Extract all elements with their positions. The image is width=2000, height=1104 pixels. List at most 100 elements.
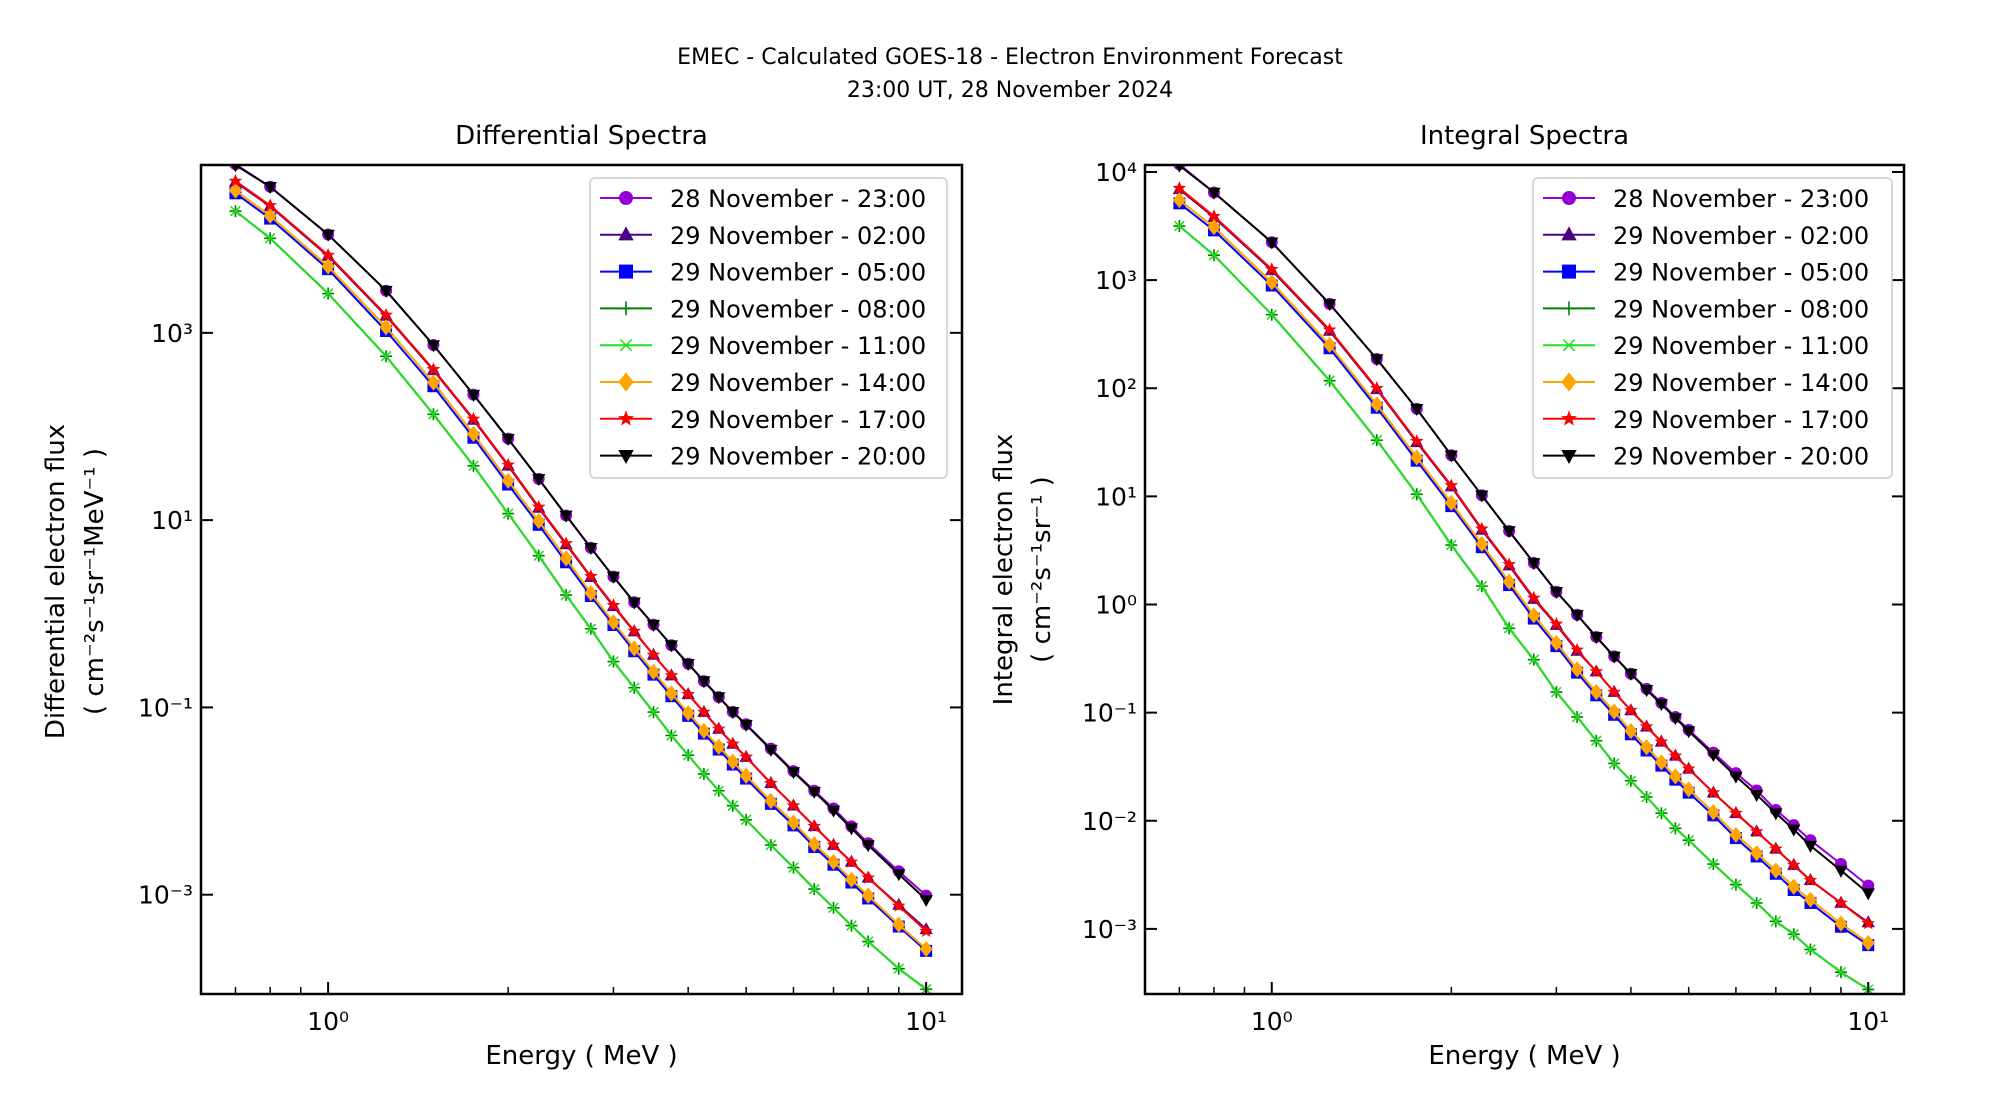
data-point [1749, 824, 1764, 838]
figure-title-line1: EMEC - Calculated GOES-18 - Electron Env… [677, 45, 1343, 70]
data-point [606, 598, 621, 612]
legend-item: 28 November - 23:00 [1543, 185, 1869, 213]
data-point [584, 542, 598, 555]
y-tick-label: 10³ [1095, 266, 1137, 295]
data-point [559, 536, 573, 550]
data-point [559, 550, 573, 567]
legend-diamond-icon [1561, 372, 1577, 392]
legend-diamond-icon [618, 372, 634, 392]
legend-item: 29 November - 14:00 [1543, 369, 1869, 397]
data-point [807, 786, 821, 799]
data-point [712, 738, 726, 755]
x-tick-label: 10¹ [1847, 1007, 1889, 1036]
data-point [697, 704, 711, 718]
data-point [501, 457, 515, 471]
data-point [1266, 309, 1278, 321]
data-point [1570, 609, 1584, 622]
legend-label: 29 November - 17:00 [1613, 406, 1869, 434]
data-point [739, 749, 753, 763]
data-point [1324, 375, 1335, 387]
y-tick-label: 10⁻³ [138, 881, 193, 910]
data-point [1589, 683, 1603, 701]
data-point [1805, 944, 1816, 955]
data-point [1410, 403, 1424, 416]
data-point [1527, 607, 1541, 624]
y-tick-label: 10⁻¹ [1082, 699, 1137, 728]
data-point [428, 408, 439, 420]
data-point [1668, 713, 1683, 726]
data-point [1502, 573, 1516, 590]
data-point [1682, 781, 1696, 798]
data-point [1639, 685, 1654, 698]
legend: 28 November - 23:00 29 November - 02:00 29… [589, 177, 948, 479]
data-point [1589, 664, 1604, 678]
legend-label: 29 November - 08:00 [1613, 295, 1869, 323]
data-point [1476, 580, 1488, 592]
data-point [1668, 748, 1683, 762]
data-point [664, 668, 679, 682]
data-point [844, 823, 859, 836]
y-axis-label: Differential electron flux [41, 424, 71, 739]
legend-item: 29 November - 14:00 [600, 369, 926, 397]
data-point [263, 207, 277, 224]
data-point [826, 837, 841, 851]
axes-frame [199, 163, 964, 996]
data-point [844, 854, 859, 868]
data-point [1769, 862, 1783, 879]
data-point [1550, 686, 1562, 698]
data-point [1729, 826, 1743, 843]
data-point [379, 307, 393, 321]
legend-label: 29 November - 05:00 [670, 259, 926, 287]
data-point [321, 258, 335, 275]
data-point [1834, 865, 1848, 878]
data-point [379, 319, 393, 336]
data-point [1607, 651, 1621, 664]
legend-plus-icon [1562, 301, 1576, 316]
y-tick-label: 10⁻² [1082, 807, 1137, 836]
data-point [1706, 785, 1721, 799]
data-point [726, 753, 740, 770]
data-point [501, 472, 515, 489]
legend-star-icon [1561, 410, 1577, 426]
data-point [666, 730, 677, 741]
data-point [230, 205, 241, 217]
data-point [646, 663, 661, 680]
data-point [1589, 632, 1603, 645]
series-triangle-down [1175, 165, 1875, 901]
legend-item: 29 November - 17:00 [1543, 406, 1869, 434]
data-point [1750, 790, 1764, 803]
data-point [1803, 840, 1818, 853]
legend-label: 29 November - 20:00 [670, 443, 926, 471]
data-point [1475, 490, 1489, 503]
data-point [426, 362, 441, 376]
data-point [585, 623, 597, 635]
legend-item: 29 November - 11:00 [600, 332, 926, 360]
data-point [1208, 249, 1220, 261]
legend-x-icon [619, 339, 633, 352]
data-point [1834, 895, 1848, 909]
y-axis-units: ( cm⁻²s⁻¹sr⁻¹ ) [1027, 476, 1057, 663]
data-point [1682, 726, 1696, 739]
data-point [739, 767, 753, 784]
data-point [1750, 845, 1764, 862]
data-point [321, 247, 335, 261]
data-point [1656, 807, 1667, 819]
data-point [1769, 808, 1783, 821]
data-point [1264, 262, 1279, 276]
legend-item: 29 November - 17:00 [600, 406, 926, 434]
data-point [1769, 841, 1783, 855]
data-point [560, 589, 572, 601]
data-point [606, 614, 621, 631]
legend-label: 29 November - 08:00 [670, 295, 926, 323]
x-axis-label: Energy ( MeV ) [485, 1041, 677, 1071]
data-point [1681, 761, 1696, 775]
data-point [1549, 616, 1564, 630]
data-point [466, 411, 481, 425]
data-point [1639, 719, 1654, 733]
legend-label: 28 November - 23:00 [670, 185, 926, 213]
data-point [697, 676, 711, 689]
data-point [664, 640, 679, 653]
data-point [727, 800, 739, 812]
data-point [1207, 187, 1221, 200]
data-point [228, 173, 243, 187]
